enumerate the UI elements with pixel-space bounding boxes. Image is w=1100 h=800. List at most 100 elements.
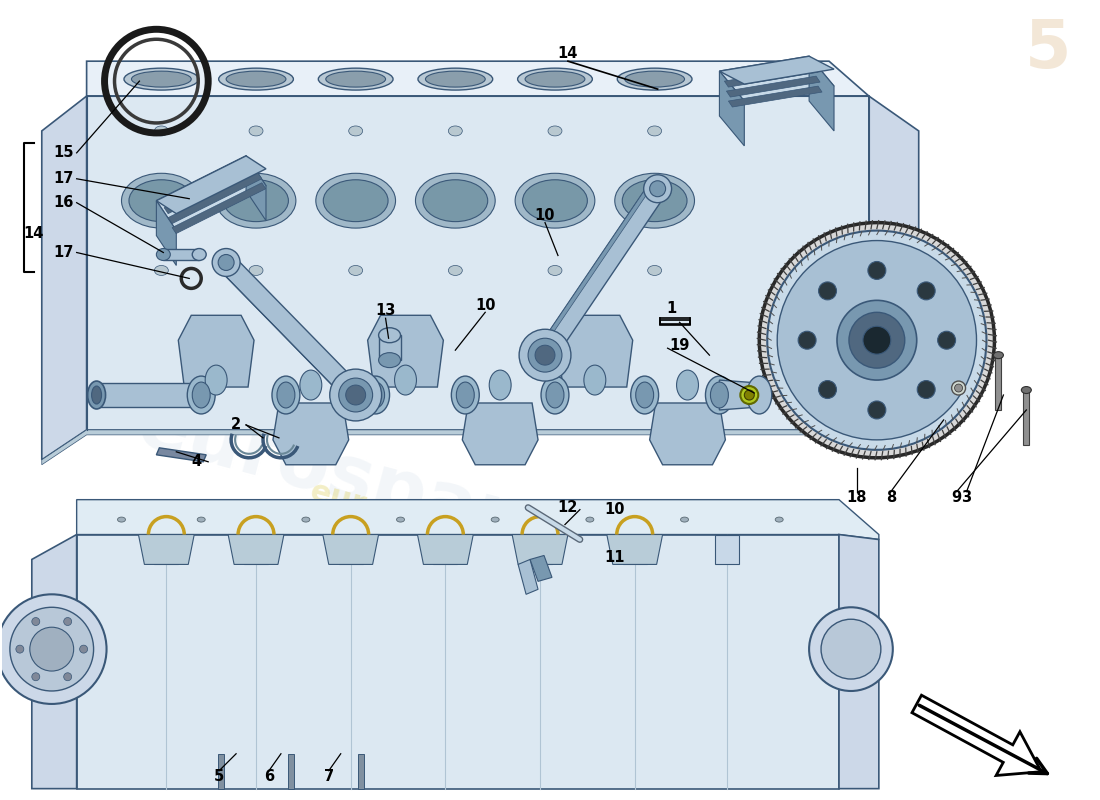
Polygon shape [97, 383, 201, 407]
Ellipse shape [648, 126, 661, 136]
Polygon shape [228, 534, 284, 565]
Polygon shape [178, 315, 254, 387]
Circle shape [868, 401, 886, 419]
Ellipse shape [546, 382, 564, 408]
Circle shape [30, 627, 74, 671]
Circle shape [818, 381, 836, 398]
Text: 4: 4 [191, 454, 201, 470]
Text: eurospare: eurospare [130, 387, 572, 572]
Ellipse shape [323, 180, 388, 222]
Polygon shape [433, 534, 458, 565]
Circle shape [955, 384, 962, 392]
Ellipse shape [617, 68, 692, 90]
Polygon shape [77, 500, 879, 539]
Circle shape [15, 645, 24, 653]
Text: 12: 12 [558, 500, 579, 515]
Polygon shape [715, 534, 739, 565]
Polygon shape [528, 534, 552, 565]
Polygon shape [513, 534, 568, 565]
Polygon shape [607, 534, 662, 565]
Ellipse shape [522, 180, 587, 222]
Polygon shape [726, 76, 821, 97]
Ellipse shape [623, 180, 688, 222]
Circle shape [917, 282, 935, 300]
Circle shape [917, 381, 935, 398]
Circle shape [740, 386, 758, 404]
Ellipse shape [154, 126, 168, 136]
Circle shape [767, 230, 987, 450]
Polygon shape [650, 403, 725, 465]
Ellipse shape [548, 266, 562, 275]
Ellipse shape [426, 71, 485, 87]
Ellipse shape [366, 382, 385, 408]
Polygon shape [154, 534, 178, 565]
Ellipse shape [776, 517, 783, 522]
Ellipse shape [326, 71, 386, 87]
Ellipse shape [129, 180, 194, 222]
Polygon shape [156, 156, 266, 230]
Polygon shape [156, 201, 176, 266]
Ellipse shape [156, 249, 170, 261]
Text: 3: 3 [961, 490, 971, 505]
Ellipse shape [378, 328, 400, 342]
Text: 1: 1 [667, 301, 676, 316]
Circle shape [519, 330, 571, 381]
Polygon shape [719, 56, 834, 101]
Polygon shape [518, 559, 538, 594]
Polygon shape [728, 86, 822, 107]
Circle shape [32, 618, 40, 626]
Polygon shape [339, 534, 363, 565]
Text: 7: 7 [323, 769, 333, 784]
Polygon shape [139, 534, 195, 565]
Polygon shape [244, 534, 268, 565]
Text: 10: 10 [475, 298, 495, 313]
Circle shape [79, 645, 88, 653]
Polygon shape [623, 534, 647, 565]
Polygon shape [1023, 390, 1030, 445]
Circle shape [810, 607, 893, 691]
Ellipse shape [362, 376, 389, 414]
Polygon shape [273, 403, 349, 465]
Polygon shape [42, 96, 87, 460]
Circle shape [0, 594, 107, 704]
Ellipse shape [192, 382, 210, 408]
Text: 17: 17 [54, 171, 74, 186]
Ellipse shape [249, 126, 263, 136]
Circle shape [528, 338, 562, 372]
Text: 8: 8 [886, 490, 895, 505]
Polygon shape [219, 270, 352, 405]
Ellipse shape [705, 376, 734, 414]
Ellipse shape [525, 71, 585, 87]
Ellipse shape [396, 517, 405, 522]
Ellipse shape [154, 266, 168, 275]
Polygon shape [172, 182, 266, 234]
Ellipse shape [541, 376, 569, 414]
Text: 19: 19 [670, 338, 690, 353]
Ellipse shape [277, 382, 295, 408]
Text: 9: 9 [952, 490, 961, 505]
Circle shape [759, 222, 994, 458]
Ellipse shape [490, 370, 512, 400]
Circle shape [818, 282, 836, 300]
Circle shape [644, 174, 672, 202]
Circle shape [862, 326, 891, 354]
Ellipse shape [192, 249, 206, 261]
Ellipse shape [349, 126, 363, 136]
Text: 15: 15 [54, 146, 74, 160]
Circle shape [10, 607, 94, 691]
Text: 10: 10 [605, 502, 625, 517]
Ellipse shape [418, 68, 493, 90]
Polygon shape [367, 315, 443, 387]
Circle shape [339, 378, 373, 412]
Text: 18: 18 [847, 490, 867, 505]
Ellipse shape [121, 174, 201, 228]
Polygon shape [869, 96, 918, 430]
Ellipse shape [318, 68, 393, 90]
Polygon shape [557, 315, 632, 387]
Ellipse shape [416, 174, 495, 228]
Polygon shape [87, 61, 869, 96]
Circle shape [218, 254, 234, 270]
Polygon shape [719, 380, 759, 410]
Circle shape [799, 331, 816, 349]
Polygon shape [996, 355, 1001, 410]
